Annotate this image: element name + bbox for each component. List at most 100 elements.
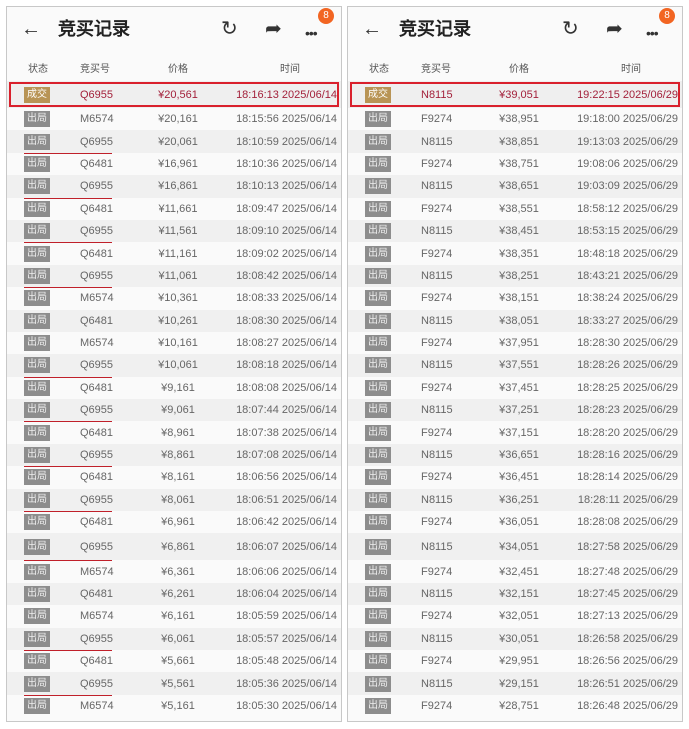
col-status: 状态 xyxy=(28,64,48,75)
col-time: 时间 xyxy=(621,64,641,75)
bid-record-screen-right: ← 竞买记录 ↻ ➦ ••• 8 状态 竞买号 价格 时间 成交 N8115 ¥39… xyxy=(347,6,683,722)
refresh-icon[interactable]: ↻ xyxy=(562,18,579,40)
status-badge: 出局 xyxy=(24,653,50,670)
table-row: 出局 Q6955 ¥11,061 18:08:42 2025/06/14 xyxy=(7,264,341,289)
bid-price: ¥20,561 xyxy=(158,88,198,101)
table-row: 出局 F9274 ¥36,451 18:28:14 2025/06/29 xyxy=(348,466,682,488)
column-headers: 状态 竞买号 价格 时间 xyxy=(348,61,682,79)
status-badge: 出局 xyxy=(365,155,391,172)
table-row: 出局 F9274 ¥32,451 18:27:48 2025/06/29 xyxy=(348,560,682,582)
bid-number: F9274 xyxy=(421,516,453,529)
status-badge: 出局 xyxy=(24,514,50,531)
bid-price: ¥20,161 xyxy=(158,113,198,126)
more-icon[interactable]: ••• xyxy=(305,25,318,41)
highlight-box xyxy=(350,82,680,107)
bid-number: Q6955 xyxy=(80,677,114,690)
table-row: 出局 N8115 ¥38,451 18:53:15 2025/06/29 xyxy=(348,219,682,243)
arrow-left-icon[interactable]: ← xyxy=(21,18,41,40)
notification-badge: 8 xyxy=(659,8,675,24)
bid-price: ¥32,451 xyxy=(499,565,539,578)
bid-time: 18:53:15 2025/06/29 xyxy=(577,225,678,238)
bid-number: Q6955 xyxy=(80,225,114,238)
table-row: 出局 N8115 ¥38,851 19:13:03 2025/06/29 xyxy=(348,130,682,153)
bid-time: 18:09:10 2025/06/14 xyxy=(236,225,337,238)
status-badge: 出局 xyxy=(24,675,50,692)
table-row: 出局 F9274 ¥38,751 19:08:06 2025/06/29 xyxy=(348,153,682,175)
bid-price: ¥36,451 xyxy=(499,471,539,484)
bid-time: 18:28:20 2025/06/29 xyxy=(577,426,678,439)
status-badge: 出局 xyxy=(365,178,391,195)
bid-number: Q6481 xyxy=(80,381,114,394)
arrow-left-icon[interactable]: ← xyxy=(362,18,382,40)
bid-number: Q6481 xyxy=(80,516,114,529)
bid-number: N8115 xyxy=(421,269,453,282)
status-badge: 出局 xyxy=(24,586,50,602)
bid-time: 18:27:45 2025/06/29 xyxy=(577,588,678,600)
bid-time: 18:06:04 2025/06/14 xyxy=(236,588,337,600)
status-badge: 出局 xyxy=(24,335,50,352)
bid-time: 18:27:58 2025/06/29 xyxy=(577,540,678,553)
bid-time: 18:15:56 2025/06/14 xyxy=(236,113,337,126)
refresh-icon[interactable]: ↻ xyxy=(221,18,238,40)
bid-price: ¥36,651 xyxy=(499,449,539,462)
col-price: 价格 xyxy=(509,64,529,75)
bid-price: ¥5,661 xyxy=(161,655,195,668)
bid-number: N8115 xyxy=(421,359,453,372)
bid-time: 18:28:25 2025/06/29 xyxy=(577,381,678,394)
red-underline xyxy=(24,242,112,244)
col-price: 价格 xyxy=(168,64,188,75)
table-row: 出局 F9274 ¥32,051 18:27:13 2025/06/29 xyxy=(348,605,682,627)
status-badge: 出局 xyxy=(24,469,50,486)
table-row: 出局 Q6955 ¥8,061 18:06:51 2025/06/14 xyxy=(7,488,341,513)
bid-time: 19:03:09 2025/06/29 xyxy=(577,180,678,193)
bid-number: F9274 xyxy=(421,292,453,305)
bid-time: 18:06:51 2025/06/14 xyxy=(236,493,337,506)
table-row: 出局 Q6481 ¥6,961 18:06:42 2025/06/14 xyxy=(7,511,341,533)
status-badge: 出局 xyxy=(365,312,391,329)
bid-number: F9274 xyxy=(421,610,453,623)
share-icon[interactable]: ➦ xyxy=(265,18,282,40)
notification-badge: 8 xyxy=(318,8,334,24)
bid-price: ¥6,361 xyxy=(161,565,195,578)
table-row: 出局 Q6481 ¥11,161 18:09:02 2025/06/14 xyxy=(7,242,341,264)
bid-number: Q6481 xyxy=(80,471,114,484)
bid-number: M6574 xyxy=(80,113,114,126)
bid-price: ¥34,051 xyxy=(499,540,539,553)
share-icon[interactable]: ➦ xyxy=(606,18,623,40)
bid-time: 18:08:42 2025/06/14 xyxy=(236,269,337,282)
bid-time: 18:27:13 2025/06/29 xyxy=(577,610,678,623)
bid-time: 18:06:42 2025/06/14 xyxy=(236,516,337,529)
bid-time: 18:10:59 2025/06/14 xyxy=(236,135,337,148)
status-badge: 出局 xyxy=(24,111,50,128)
status-badge: 出局 xyxy=(365,424,391,441)
table-row: 出局 Q6481 ¥5,661 18:05:48 2025/06/14 xyxy=(7,650,341,672)
page-title: 竞买记录 xyxy=(399,19,471,39)
bid-time: 18:06:07 2025/06/14 xyxy=(236,540,337,553)
bid-time: 18:05:48 2025/06/14 xyxy=(236,655,337,668)
bid-price: ¥11,161 xyxy=(158,247,198,260)
status-badge: 出局 xyxy=(24,538,50,555)
bid-price: ¥10,061 xyxy=(158,359,198,372)
table-row: 出局 M6574 ¥6,161 18:05:59 2025/06/14 xyxy=(7,605,341,627)
status-badge: 出局 xyxy=(365,469,391,486)
highlight-box xyxy=(9,82,339,107)
bid-price: ¥16,861 xyxy=(158,180,198,193)
status-badge: 出局 xyxy=(365,290,391,307)
bid-time: 19:18:00 2025/06/29 xyxy=(577,113,678,126)
table-row: 出局 Q6955 ¥16,861 18:10:13 2025/06/14 xyxy=(7,175,341,199)
red-underline xyxy=(24,560,112,562)
table-row: 出局 F9274 ¥37,451 18:28:25 2025/06/29 xyxy=(348,377,682,399)
bid-price: ¥6,161 xyxy=(161,610,195,623)
bid-number: N8115 xyxy=(421,88,453,101)
bid-number: Q6955 xyxy=(80,632,114,645)
bid-number: F9274 xyxy=(421,565,453,578)
status-badge: 出局 xyxy=(24,447,50,464)
status-badge: 出局 xyxy=(365,447,391,464)
bid-time: 18:28:14 2025/06/29 xyxy=(577,471,678,484)
more-icon[interactable]: ••• xyxy=(646,25,659,41)
status-badge: 出局 xyxy=(365,586,391,602)
bid-time: 18:43:21 2025/06/29 xyxy=(577,269,678,282)
bid-price: ¥28,751 xyxy=(499,699,539,712)
bid-number: N8115 xyxy=(421,540,453,553)
bid-price: ¥38,651 xyxy=(499,180,539,193)
